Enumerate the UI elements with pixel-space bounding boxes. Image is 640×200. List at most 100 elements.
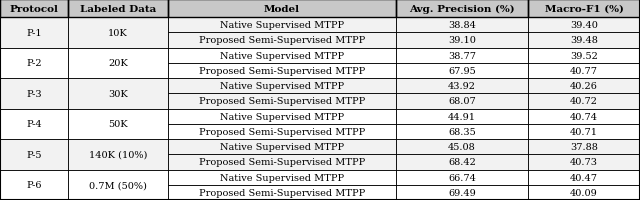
Bar xyxy=(528,33,640,48)
Text: 69.49: 69.49 xyxy=(448,188,476,197)
Text: Native Supervised MTPP: Native Supervised MTPP xyxy=(220,21,344,30)
Bar xyxy=(396,124,528,139)
Bar xyxy=(396,79,528,94)
Bar xyxy=(68,109,168,139)
Bar xyxy=(528,139,640,154)
Bar xyxy=(396,33,528,48)
Text: Native Supervised MTPP: Native Supervised MTPP xyxy=(220,142,344,151)
Text: 39.48: 39.48 xyxy=(570,36,598,45)
Bar xyxy=(168,154,396,170)
Bar xyxy=(0,48,68,79)
Text: Native Supervised MTPP: Native Supervised MTPP xyxy=(220,51,344,60)
Text: 45.08: 45.08 xyxy=(448,142,476,151)
Bar xyxy=(396,18,528,33)
Bar xyxy=(68,18,168,48)
Text: Macro-F1 (%): Macro-F1 (%) xyxy=(545,4,623,13)
Bar xyxy=(168,63,396,79)
Text: 39.52: 39.52 xyxy=(570,51,598,60)
Bar xyxy=(0,48,68,79)
Bar xyxy=(396,170,528,185)
Bar xyxy=(396,63,528,79)
Text: P-4: P-4 xyxy=(26,120,42,129)
Text: Native Supervised MTPP: Native Supervised MTPP xyxy=(220,82,344,91)
Bar xyxy=(528,185,640,200)
Text: 68.42: 68.42 xyxy=(448,158,476,167)
Bar xyxy=(528,63,640,79)
Bar xyxy=(168,33,396,48)
Bar xyxy=(396,94,528,109)
Bar xyxy=(528,154,640,170)
Bar xyxy=(528,124,640,139)
Text: Avg. Precision (%): Avg. Precision (%) xyxy=(409,4,515,13)
Bar xyxy=(168,18,396,33)
Text: 0.7M (50%): 0.7M (50%) xyxy=(89,180,147,189)
Text: 40.47: 40.47 xyxy=(570,173,598,182)
Bar xyxy=(528,94,640,109)
Bar xyxy=(68,0,168,18)
Bar xyxy=(396,109,528,124)
Bar xyxy=(0,139,68,170)
Text: Proposed Semi-Supervised MTPP: Proposed Semi-Supervised MTPP xyxy=(199,188,365,197)
Bar xyxy=(0,0,68,18)
Bar xyxy=(528,94,640,109)
Bar xyxy=(0,170,68,200)
Text: 40.71: 40.71 xyxy=(570,127,598,136)
Text: 40.73: 40.73 xyxy=(570,158,598,167)
Bar xyxy=(68,0,168,18)
Text: Model: Model xyxy=(264,4,300,13)
Text: 39.10: 39.10 xyxy=(448,36,476,45)
Text: 39.40: 39.40 xyxy=(570,21,598,30)
Bar xyxy=(0,0,68,18)
Text: Labeled Data: Labeled Data xyxy=(80,4,156,13)
Bar xyxy=(396,63,528,79)
Text: 67.95: 67.95 xyxy=(448,67,476,75)
Text: P-3: P-3 xyxy=(26,89,42,98)
Bar xyxy=(528,0,640,18)
Bar xyxy=(528,0,640,18)
Bar xyxy=(168,0,396,18)
Bar xyxy=(396,109,528,124)
Bar xyxy=(396,0,528,18)
Bar xyxy=(396,18,528,33)
Bar xyxy=(168,48,396,63)
Text: Native Supervised MTPP: Native Supervised MTPP xyxy=(220,173,344,182)
Bar xyxy=(528,48,640,63)
Text: 38.84: 38.84 xyxy=(448,21,476,30)
Bar xyxy=(528,185,640,200)
Text: P-1: P-1 xyxy=(26,29,42,38)
Bar xyxy=(528,109,640,124)
Bar xyxy=(68,18,168,48)
Bar xyxy=(168,170,396,185)
Bar xyxy=(68,170,168,200)
Bar xyxy=(68,109,168,139)
Bar xyxy=(396,0,528,18)
Bar xyxy=(396,124,528,139)
Bar xyxy=(0,18,68,48)
Text: Proposed Semi-Supervised MTPP: Proposed Semi-Supervised MTPP xyxy=(199,97,365,106)
Text: 40.72: 40.72 xyxy=(570,97,598,106)
Text: 40.77: 40.77 xyxy=(570,67,598,75)
Bar xyxy=(168,18,396,33)
Bar xyxy=(168,124,396,139)
Bar xyxy=(0,109,68,139)
Text: 37.88: 37.88 xyxy=(570,142,598,151)
Text: 38.77: 38.77 xyxy=(448,51,476,60)
Text: Proposed Semi-Supervised MTPP: Proposed Semi-Supervised MTPP xyxy=(199,67,365,75)
Text: P-5: P-5 xyxy=(26,150,42,159)
Bar xyxy=(168,94,396,109)
Text: 20K: 20K xyxy=(108,59,128,68)
Bar xyxy=(528,170,640,185)
Bar xyxy=(0,170,68,200)
Bar xyxy=(168,109,396,124)
Bar xyxy=(168,139,396,154)
Bar xyxy=(168,124,396,139)
Bar xyxy=(528,63,640,79)
Text: Proposed Semi-Supervised MTPP: Proposed Semi-Supervised MTPP xyxy=(199,36,365,45)
Bar xyxy=(528,109,640,124)
Bar xyxy=(528,139,640,154)
Bar xyxy=(168,33,396,48)
Bar xyxy=(168,79,396,94)
Text: 66.74: 66.74 xyxy=(448,173,476,182)
Bar xyxy=(396,94,528,109)
Bar xyxy=(396,139,528,154)
